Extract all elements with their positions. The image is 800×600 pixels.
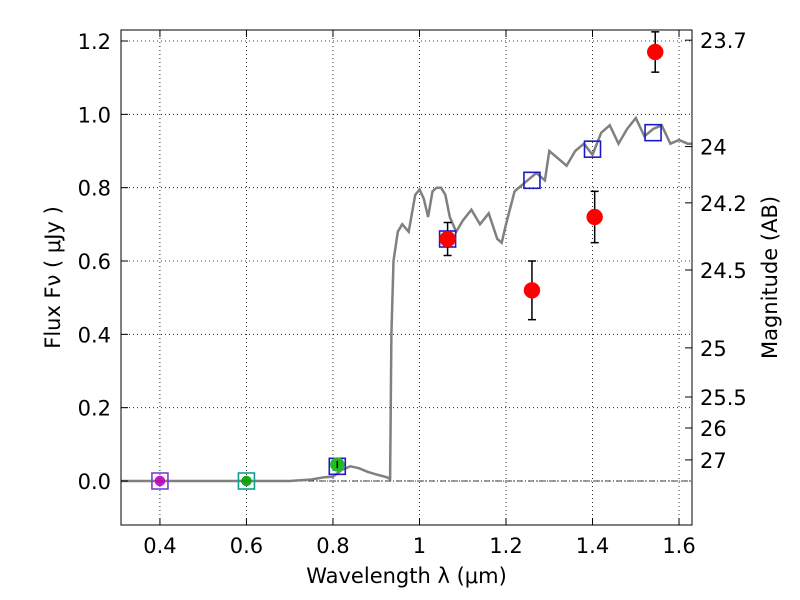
y-tick-label: 0.4	[78, 323, 111, 347]
model-photometry-square	[583, 140, 602, 158]
observed-flux-point	[523, 282, 541, 299]
plot-frame	[120, 29, 693, 526]
x-tick-label: 0.6	[230, 534, 263, 558]
x-axis-label: Wavelength λ (μm)	[306, 564, 507, 588]
observed-flux-point	[646, 43, 664, 61]
magnitude-tick-label: 24	[700, 136, 727, 160]
x-tick-label: 1.6	[662, 534, 695, 558]
plot-area	[121, 31, 692, 490]
model-sed-line	[121, 115, 692, 483]
x-axis-ticks: 0.4 0.6 0.8 1 1.2 1.4 1.6	[143, 30, 696, 558]
observed-flux-point	[241, 475, 252, 487]
magnitude-tick-label: 25	[700, 337, 727, 361]
observed-flux-point	[586, 208, 603, 226]
y-tick-label: 0.0	[78, 470, 111, 494]
y-tick-label: 0.6	[78, 250, 111, 274]
model-photometry-square	[237, 472, 256, 490]
x-tick-label: 0.4	[143, 534, 176, 558]
y-tick-label: 0.8	[78, 177, 111, 201]
magnitude-tick-label: 24.2	[700, 192, 747, 216]
x-tick-label: 1.2	[489, 534, 522, 558]
observed-flux-point	[439, 230, 456, 248]
x-tick-label: 1.4	[576, 534, 609, 558]
magnitude-tick-label: 23.7	[700, 29, 747, 53]
model-photometry-square	[644, 123, 662, 142]
magnitude-tick-label: 26	[700, 417, 727, 441]
y-tick-label: 0.2	[78, 397, 111, 421]
magnitude-axis-ticks: 23.7 24 24.2 24.5 25 25.5 26 27	[685, 29, 747, 473]
x-tick-label: 0.8	[316, 534, 349, 558]
magnitude-tick-label: 27	[700, 449, 727, 473]
y-axis-ticks: 0.0 0.2 0.4 0.6 0.8 1.0 1.2	[78, 30, 128, 494]
y-tick-label: 1.0	[78, 103, 111, 127]
model-photometry-square	[151, 472, 169, 490]
magnitude-tick-label: 24.5	[700, 259, 747, 283]
observed-flux-point	[154, 475, 166, 487]
grid	[121, 30, 692, 525]
magnitude-tick-label: 25.5	[700, 386, 747, 410]
y-axis-label: Flux Fν ( μJy )	[41, 206, 65, 349]
y-tick-label: 1.2	[78, 30, 111, 54]
model-photometry-square	[523, 171, 541, 190]
magnitude-axis-label: Magnitude (AB)	[758, 196, 782, 359]
x-tick-label: 1	[413, 534, 426, 558]
